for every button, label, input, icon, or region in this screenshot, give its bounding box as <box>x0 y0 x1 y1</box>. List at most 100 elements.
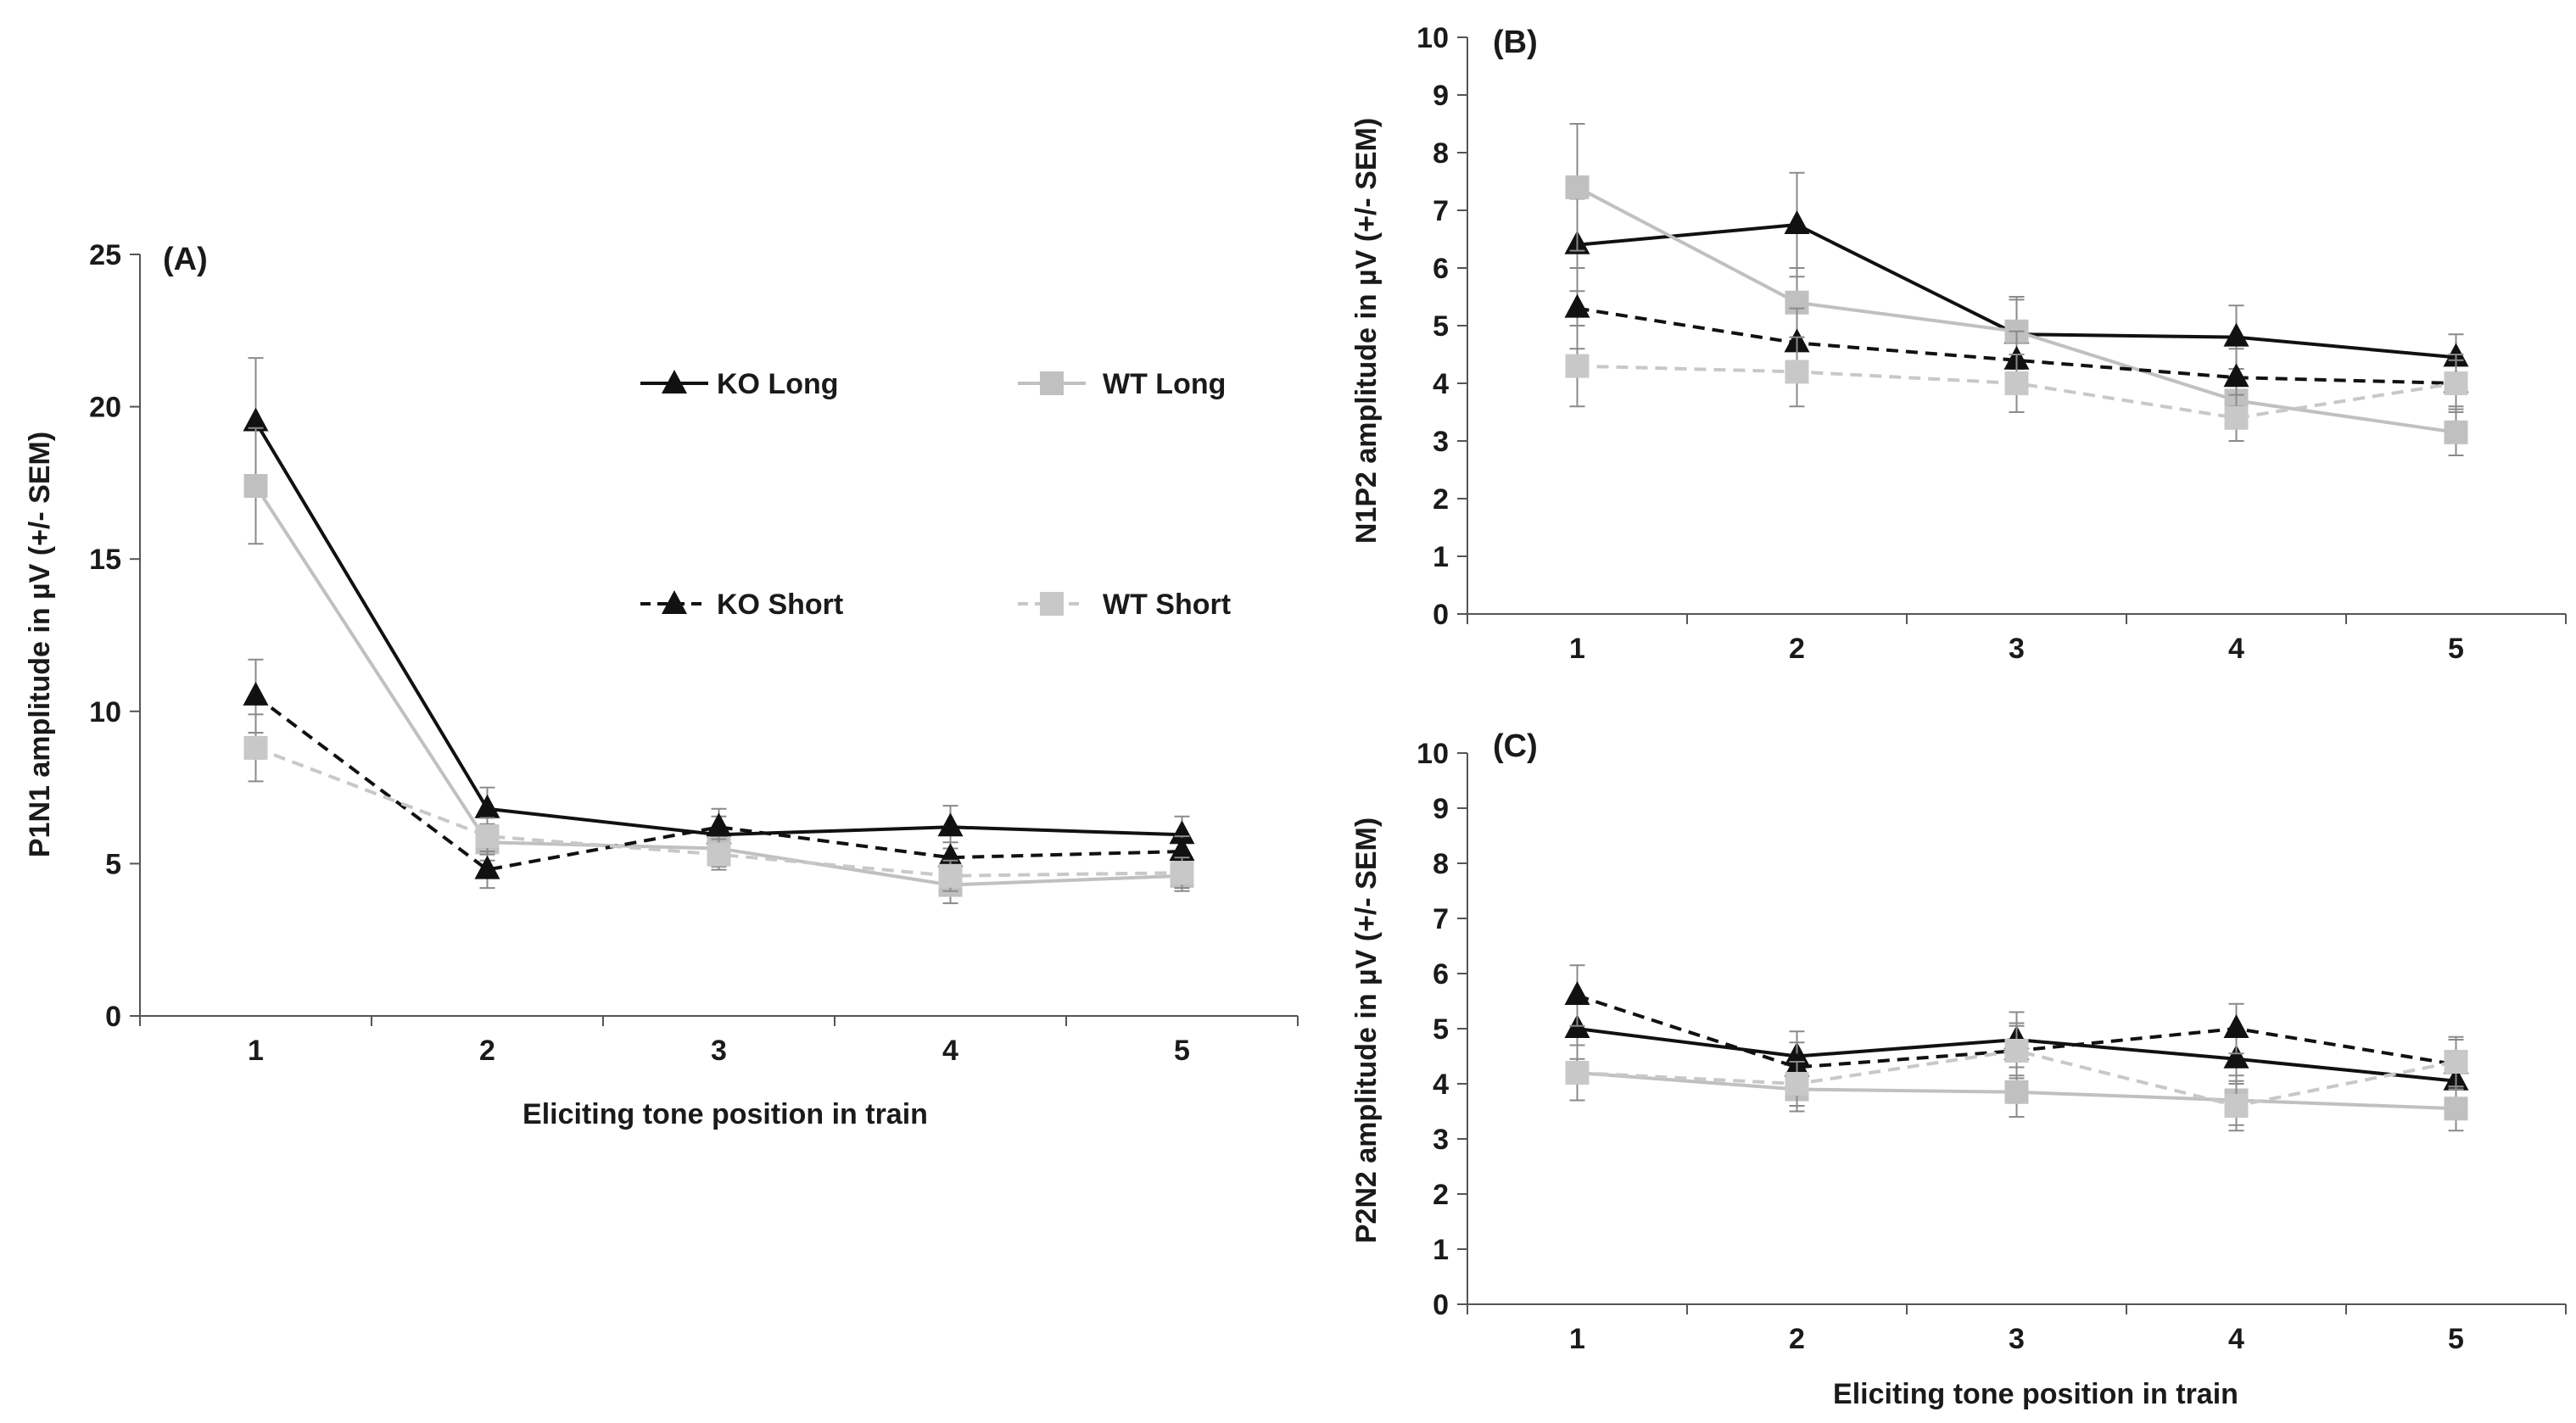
panel-a-x-tick-label: 5 <box>1174 1035 1190 1067</box>
panel-a-series-ko-long-point <box>474 794 500 818</box>
panel-c-series-wt-short-point <box>1785 1072 1809 1096</box>
panel-a-y-tick-label: 0 <box>105 1001 121 1033</box>
panel-c-series-ko-long-point <box>2223 1044 2249 1069</box>
panel-a-series-ko-long-point <box>1169 820 1195 845</box>
legend-ko-long-marker <box>662 370 687 393</box>
panel-b-x-tick-label: 4 <box>2228 633 2244 665</box>
panel-a-y-tick-label: 15 <box>89 544 121 576</box>
panel-a-series-wt-short-point <box>938 863 963 888</box>
panel-c-series-wt-long-point <box>2004 1080 2029 1104</box>
panel-c-y-tick-label: 4 <box>1433 1069 1449 1101</box>
panel-c-y-tick-label: 10 <box>1417 738 1449 770</box>
panel-c-label: (C) <box>1493 728 1538 764</box>
legend-wt-short-marker <box>1040 592 1064 616</box>
legend-ko-short-marker <box>662 590 687 614</box>
panel-b-y-axis-title: N1P2 amplitude in µV (+/- SEM) <box>1350 118 1383 544</box>
panel-b-y-tick-label: 9 <box>1433 80 1449 112</box>
panel-b-series-ko-long-point <box>2223 322 2249 347</box>
panel-b-y-tick-label: 6 <box>1433 253 1449 285</box>
panel-c-y-tick-label: 5 <box>1433 1013 1449 1046</box>
panel-a-x-axis-title: Eliciting tone position in train <box>522 1098 928 1130</box>
panel-c-x-axis-title: Eliciting tone position in train <box>1833 1378 2238 1410</box>
panel-b-y-tick-label: 8 <box>1433 137 1449 170</box>
panel-a-series-ko-short-point <box>1169 837 1195 862</box>
panel-c-x-tick-label: 4 <box>2228 1323 2244 1355</box>
panel-a-series-ko-long-point <box>243 407 269 432</box>
panel-a-y-axis-title: P1N1 amplitude in µV (+/- SEM) <box>24 432 56 857</box>
legend-wt-short-label: WT Short <box>1103 589 1231 621</box>
panel-a-y-tick-label: 25 <box>89 239 121 271</box>
panel-b-series-wt-short-point <box>2004 371 2029 395</box>
panel-b-y-tick-label: 2 <box>1433 483 1449 516</box>
panel-b-y-tick-label: 4 <box>1433 368 1449 400</box>
panel-c: (C) P2N2 amplitude in µV (+/- SEM) Elici… <box>1350 728 2567 1410</box>
panel-c-x-tick-label: 2 <box>1789 1323 1805 1355</box>
panel-b-series-wt-short-point <box>1785 360 1809 384</box>
panel-b-x-tick-label: 5 <box>2448 633 2464 665</box>
panel-c-series-wt-short-point <box>2004 1039 2029 1063</box>
panel-a-series-wt-short-line <box>254 746 1182 878</box>
panel-b-x-tick-label: 3 <box>2009 633 2025 665</box>
panel-c-y-axis-title: P2N2 amplitude in µV (+/- SEM) <box>1350 818 1383 1243</box>
panel-c-series-ko-short-point <box>2223 1014 2249 1038</box>
panel-a-x-tick-label: 2 <box>479 1035 495 1067</box>
panel-c-y-tick-label: 0 <box>1433 1289 1449 1321</box>
panel-b-series-wt-short-point <box>2444 371 2468 395</box>
panel-a-x-tick-label: 1 <box>248 1035 264 1067</box>
panel-a-series-ko-short-point <box>474 855 500 879</box>
panel-a-series-wt-short-point <box>243 735 268 760</box>
panel-c-x-tick-label: 5 <box>2448 1323 2464 1355</box>
panel-b-x-tick-label: 1 <box>1569 633 1585 665</box>
panel-b-y-tick-label: 0 <box>1433 599 1449 631</box>
legend-wt-long-marker <box>1040 371 1064 395</box>
panel-c-y-tick-label: 9 <box>1433 793 1449 825</box>
panel-a-series-wt-short-point <box>707 842 731 867</box>
panel-b-y-tick-label: 7 <box>1433 195 1449 227</box>
panel-a-series-wt-short-point <box>475 824 500 849</box>
panel-c-y-tick-label: 6 <box>1433 958 1449 991</box>
panel-c-series-wt-long-point <box>2444 1097 2468 1121</box>
panel-a: (A) P1N1 amplitude in µV (+/- SEM) Elici… <box>24 239 1299 1130</box>
panel-b-series-wt-short-point <box>2224 405 2249 430</box>
panel-c-series-wt-short-point <box>2224 1094 2249 1118</box>
panel-a-series-wt-long-point <box>243 473 268 498</box>
legend: KO Long WT Long KO Short WT Short <box>640 368 1231 621</box>
panel-a-series-wt-short-point <box>1170 861 1194 885</box>
panel-a-series-ko-short-point <box>706 812 732 837</box>
panel-a-y-tick-label: 10 <box>89 696 121 728</box>
legend-ko-long-label: KO Long <box>717 368 839 400</box>
panel-b-series-ko-short-line <box>1577 306 2456 385</box>
panel-b-x-tick-label: 2 <box>1789 633 1805 665</box>
panel-c-y-tick-label: 8 <box>1433 848 1449 880</box>
panel-b-series-wt-short-point <box>1565 354 1590 378</box>
panel-a-series-wt-short <box>243 713 1194 892</box>
panel-b-y-tick-label: 5 <box>1433 310 1449 343</box>
panel-b-series-ko-short-point <box>2223 363 2249 388</box>
panel-b-y-tick-label: 10 <box>1417 22 1449 54</box>
panel-c-series-wt-short-line <box>1577 1049 2456 1108</box>
panel-a-y-tick-label: 5 <box>105 848 121 880</box>
legend-ko-short-label: KO Short <box>717 589 843 621</box>
panel-a-series-ko-long-point <box>937 812 964 837</box>
panel-a-x-tick-label: 3 <box>711 1035 727 1067</box>
panel-c-y-tick-label: 1 <box>1433 1234 1449 1266</box>
panel-b-series-wt-long-point <box>2444 420 2468 444</box>
panel-c-series-wt-short-point <box>1565 1061 1590 1085</box>
panel-c-y-tick-label: 7 <box>1433 903 1449 935</box>
panel-b-y-tick-label: 1 <box>1433 541 1449 573</box>
panel-c-x-tick-label: 1 <box>1569 1323 1585 1355</box>
panel-b-y-tick-label: 3 <box>1433 426 1449 458</box>
panel-b-label: (B) <box>1493 25 1538 60</box>
panel-a-series-ko-short-point <box>243 681 269 706</box>
panel-b: (B) N1P2 amplitude in µV (+/- SEM) 0 1 2 3 4… <box>1350 22 2567 665</box>
panel-b-series-ko-long-point <box>1784 210 1810 234</box>
panel-c-y-tick-label: 3 <box>1433 1124 1449 1156</box>
panel-a-y-tick-label: 20 <box>89 392 121 424</box>
panel-c-y-tick-label: 2 <box>1433 1179 1449 1211</box>
panel-a-series-ko-long-line <box>254 421 1182 837</box>
legend-wt-long-label: WT Long <box>1103 368 1226 400</box>
panel-a-label: (A) <box>163 242 208 277</box>
panel-b-series-wt-long-point <box>1565 175 1590 199</box>
panel-c-series-wt-short-point <box>2444 1050 2468 1074</box>
